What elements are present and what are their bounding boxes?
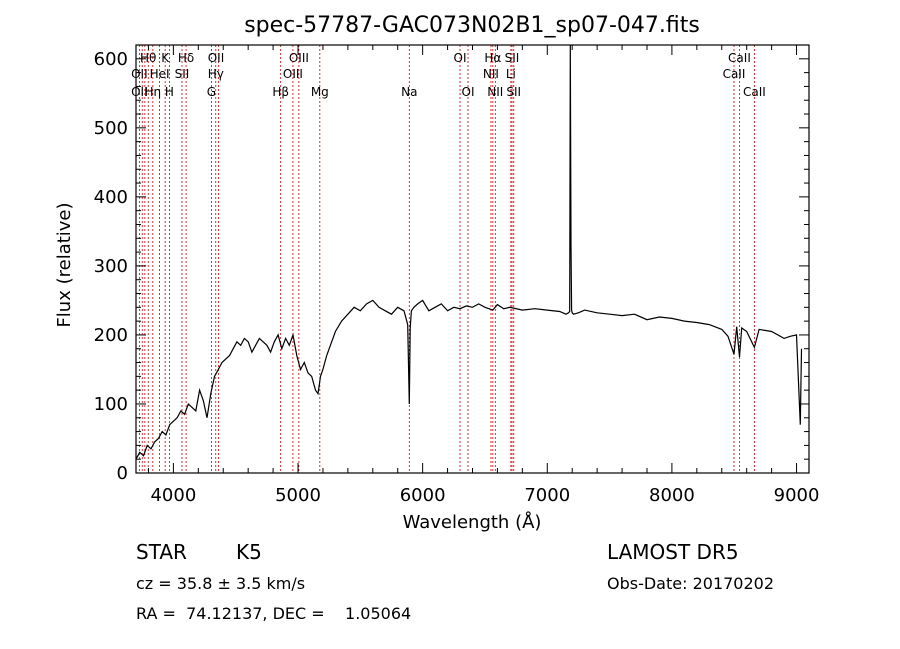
y-tick-label: 300 [94,256,128,277]
x-axis: 4000 5000 6000 7000 8000 9000 [147,45,820,506]
spectral-line-label: OI [454,51,467,65]
spectral-line-label: OII [131,85,148,99]
y-axis-label: Flux (relative) [54,202,75,327]
spectrum-chart: spec-57787-GAC073N02B1_sp07-047.fits Hθ K… [54,13,820,533]
x-tick-label: 5000 [275,485,321,506]
spectral-line-label: Na [401,85,417,99]
spectral-line-label: Hθ [140,51,156,65]
spectral-line-label: OIII [289,51,309,65]
y-tick-label: 400 [94,187,128,208]
spectral-line-label: OII [208,51,225,65]
spectral-line-label: SII [505,51,520,65]
x-tick-label: 4000 [150,485,196,506]
object-class: STAR [136,540,187,564]
spectral-line-label: HeI [150,67,170,81]
x-tick-label: 6000 [400,485,446,506]
x-tick-label: 9000 [774,485,820,506]
spectral-line-label: NII [487,85,503,99]
spectral-line-label: K [161,51,170,65]
spectral-line-label: SII [506,85,521,99]
spectral-line-label: CaII [728,51,751,65]
plot-frame [135,44,810,474]
spectral-line-label: Li [506,67,516,81]
object-subclass: K5 [236,540,262,564]
x-tick-label: 8000 [649,485,695,506]
y-tick-label: 600 [94,49,128,70]
chart-title: spec-57787-GAC073N02B1_sp07-047.fits [244,13,700,38]
y-tick-label: 0 [117,463,128,484]
spectral-line-label: Mg [311,85,329,99]
coordinates: RA = 74.12137, DEC = 1.05064 [136,604,412,623]
spectral-line-label: H [165,85,174,99]
spectral-line-label: OIII [283,67,303,81]
spectral-line-label: SII [175,67,190,81]
observation-date: Obs-Date: 20170202 [607,574,775,593]
spectral-line-label: CaII [743,85,766,99]
spectral-line-label: CaII [723,67,746,81]
spectral-line-label: OII [131,67,148,81]
survey-name: LAMOST DR5 [607,540,739,564]
spectral-line-label: Hγ [208,67,224,81]
y-axis: 0 100 200 300 400 500 600 [94,49,809,484]
spectrum-series-line [135,44,803,460]
spectral-line-label: G [207,85,216,99]
y-tick-label: 500 [94,118,128,139]
x-tick-label: 7000 [524,485,570,506]
spectral-line-label: Hδ [178,51,194,65]
y-tick-label: 200 [94,325,128,346]
y-tick-label: 100 [94,394,128,415]
redshift-velocity: cz = 35.8 ± 3.5 km/s [136,574,306,593]
x-axis-label: Wavelength (Å) [403,511,542,533]
spectral-line-label: Hβ [272,85,289,99]
spectral-line-label: OI [462,85,475,99]
spectral-line-label: NII [483,67,499,81]
spectral-line-markers [138,45,755,473]
spectral-line-label: Hη [145,85,162,99]
spectral-line-label: Hα [484,51,501,65]
